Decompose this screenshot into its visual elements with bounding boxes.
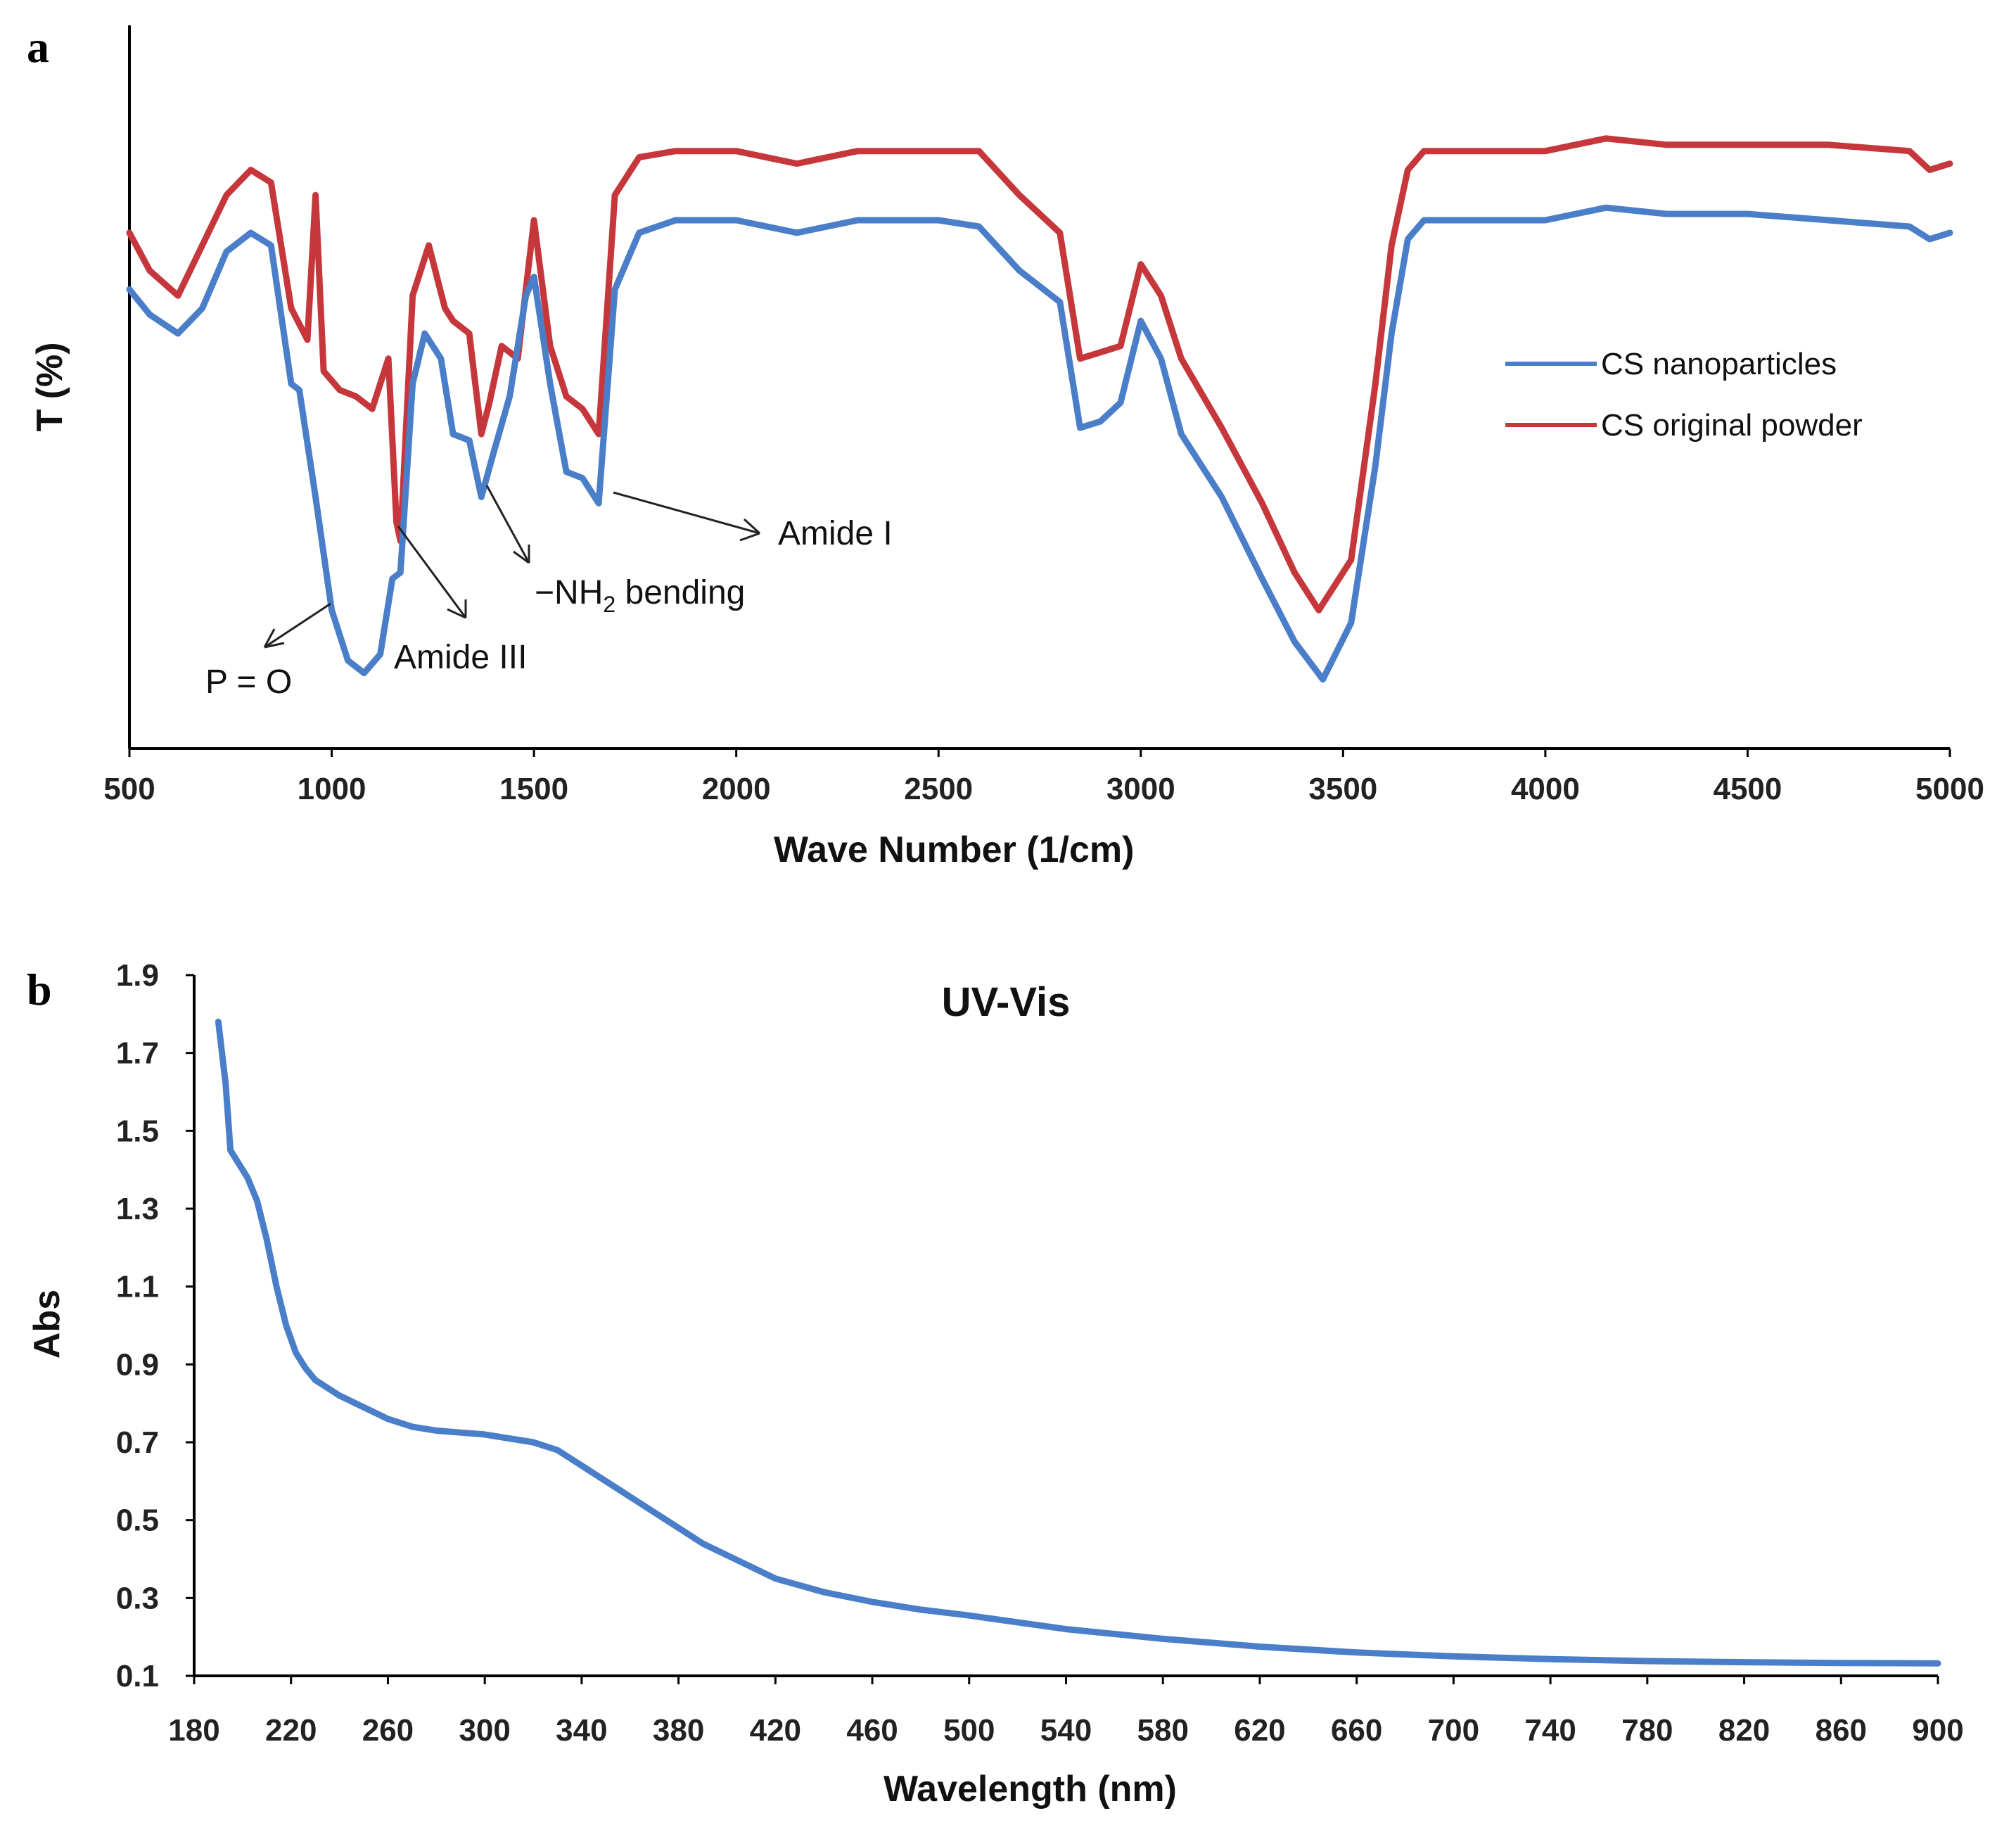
panel-b-x-tick-label: 420 [750, 1713, 801, 1748]
panel-b-series [215, 1018, 1941, 1667]
panel-b-x-tick-label: 660 [1331, 1713, 1382, 1748]
panel-b-x-tick-label: 260 [362, 1713, 414, 1748]
panel-b-y-tick-label: 0.7 [116, 1425, 159, 1460]
panel-a-x-tick-label: 3000 [1106, 772, 1175, 806]
panel-a-x-ticks: 500 1000 1500 2000 2500 3000 3500 4000 4500 5000 [103, 749, 1984, 806]
annotation-p-o: P = O [205, 663, 292, 701]
panel-b-x-tick-label: 740 [1524, 1713, 1576, 1748]
panel-b-title: UV-Vis [942, 979, 1071, 1025]
legend-label-cs-original-powder: CS original powder [1601, 408, 1863, 443]
panel-b-y-tick-label: 1.3 [116, 1192, 159, 1226]
panel-b-x-ticks: 180 220 260 300 340 380 420 460 500 540 580 620 660 7… [168, 1676, 1964, 1748]
panel-b-x-tick-label: 340 [556, 1713, 607, 1748]
panel-b-x-axis-label: Wavelength (nm) [883, 1769, 1177, 1810]
panel-b-y-tick-label: 1.1 [116, 1270, 159, 1304]
arrow-amide-i [613, 491, 761, 542]
panel-a-y-axis-label: T (%) [30, 342, 70, 431]
arrow-amide-iii [397, 526, 467, 619]
panel-b-x-tick-label: 700 [1428, 1713, 1479, 1748]
panel-a-x-axis-label: Wave Number (1/cm) [774, 829, 1134, 870]
panel-b-x-tick-label: 820 [1718, 1713, 1770, 1748]
panel-b-label: b [27, 965, 52, 1015]
panel-a-annotations: P = O Amide III −NH2 bending Amide I [205, 485, 893, 701]
annotation-amide-iii: Amide III [394, 639, 527, 676]
panel-b-x-tick-label: 380 [653, 1713, 704, 1748]
panel-a-x-tick-label: 500 [103, 772, 155, 806]
arrow-p-o [263, 602, 331, 649]
panel-a-x-tick-label: 2500 [904, 772, 973, 806]
legend-label-cs-nanoparticles: CS nanoparticles [1601, 347, 1837, 381]
panel-b: b UV-Vis 180 220 260 300 340 380 420 460 500 540 5… [27, 958, 1964, 1810]
panel-b-x-tick-label: 500 [943, 1713, 995, 1748]
panel-a-x-tick-label: 3500 [1308, 772, 1377, 806]
panel-a-x-tick-label: 1000 [298, 772, 366, 806]
series-line-cs-nanoparticles [126, 204, 1953, 683]
panel-a-label: a [27, 22, 49, 72]
panel-a-series [126, 135, 1953, 683]
panel-b-x-tick-label: 300 [459, 1713, 510, 1748]
panel-b-x-tick-label: 620 [1234, 1713, 1285, 1748]
panel-b-x-tick-label: 780 [1621, 1713, 1673, 1748]
panel-b-y-tick-label: 0.1 [116, 1659, 159, 1693]
panel-b-y-tick-label: 1.5 [116, 1114, 159, 1148]
panel-b-x-tick-label: 860 [1816, 1713, 1867, 1748]
panel-b-x-tick-label: 220 [265, 1713, 317, 1748]
panel-b-y-ticks: 0.1 0.3 0.5 0.7 0.9 1.1 1.3 1.5 1.7 1.9 [116, 958, 194, 1693]
panel-b-y-tick-label: 1.7 [116, 1036, 159, 1071]
annotation-amide-i: Amide I [778, 515, 893, 552]
panel-b-x-tick-label: 540 [1040, 1713, 1092, 1748]
panel-a-x-tick-label: 4000 [1511, 772, 1580, 806]
panel-a-x-tick-label: 2000 [702, 772, 771, 806]
panel-b-x-tick-label: 460 [846, 1713, 898, 1748]
panel-b-y-tick-label: 1.9 [116, 958, 159, 993]
panel-b-x-tick-label: 900 [1912, 1713, 1963, 1748]
annotation-nh2-bending: −NH2 bending [535, 574, 745, 617]
panel-b-x-tick-label: 580 [1137, 1713, 1189, 1748]
panel-a-legend: CS nanoparticles CS original powder [1505, 347, 1863, 443]
arrow-nh2-bending [485, 485, 530, 564]
panel-b-y-tick-label: 0.9 [116, 1347, 159, 1382]
panel-b-y-tick-label: 0.5 [116, 1503, 159, 1538]
panel-a-x-tick-label: 1500 [499, 772, 568, 806]
panel-b-y-tick-label: 0.3 [116, 1581, 159, 1615]
series-line-cs-original-powder [126, 135, 1953, 613]
panel-b-x-tick-label: 180 [168, 1713, 219, 1748]
panel-b-y-axis-label: Abs [27, 1290, 68, 1359]
panel-a-x-tick-label: 4500 [1713, 772, 1782, 806]
panel-a-x-tick-label: 5000 [1915, 772, 1984, 806]
panel-a: a 500 1000 1500 2000 2500 3000 3500 4000 4500 500… [27, 22, 1984, 870]
series-line-uv-vis [215, 1018, 1941, 1667]
